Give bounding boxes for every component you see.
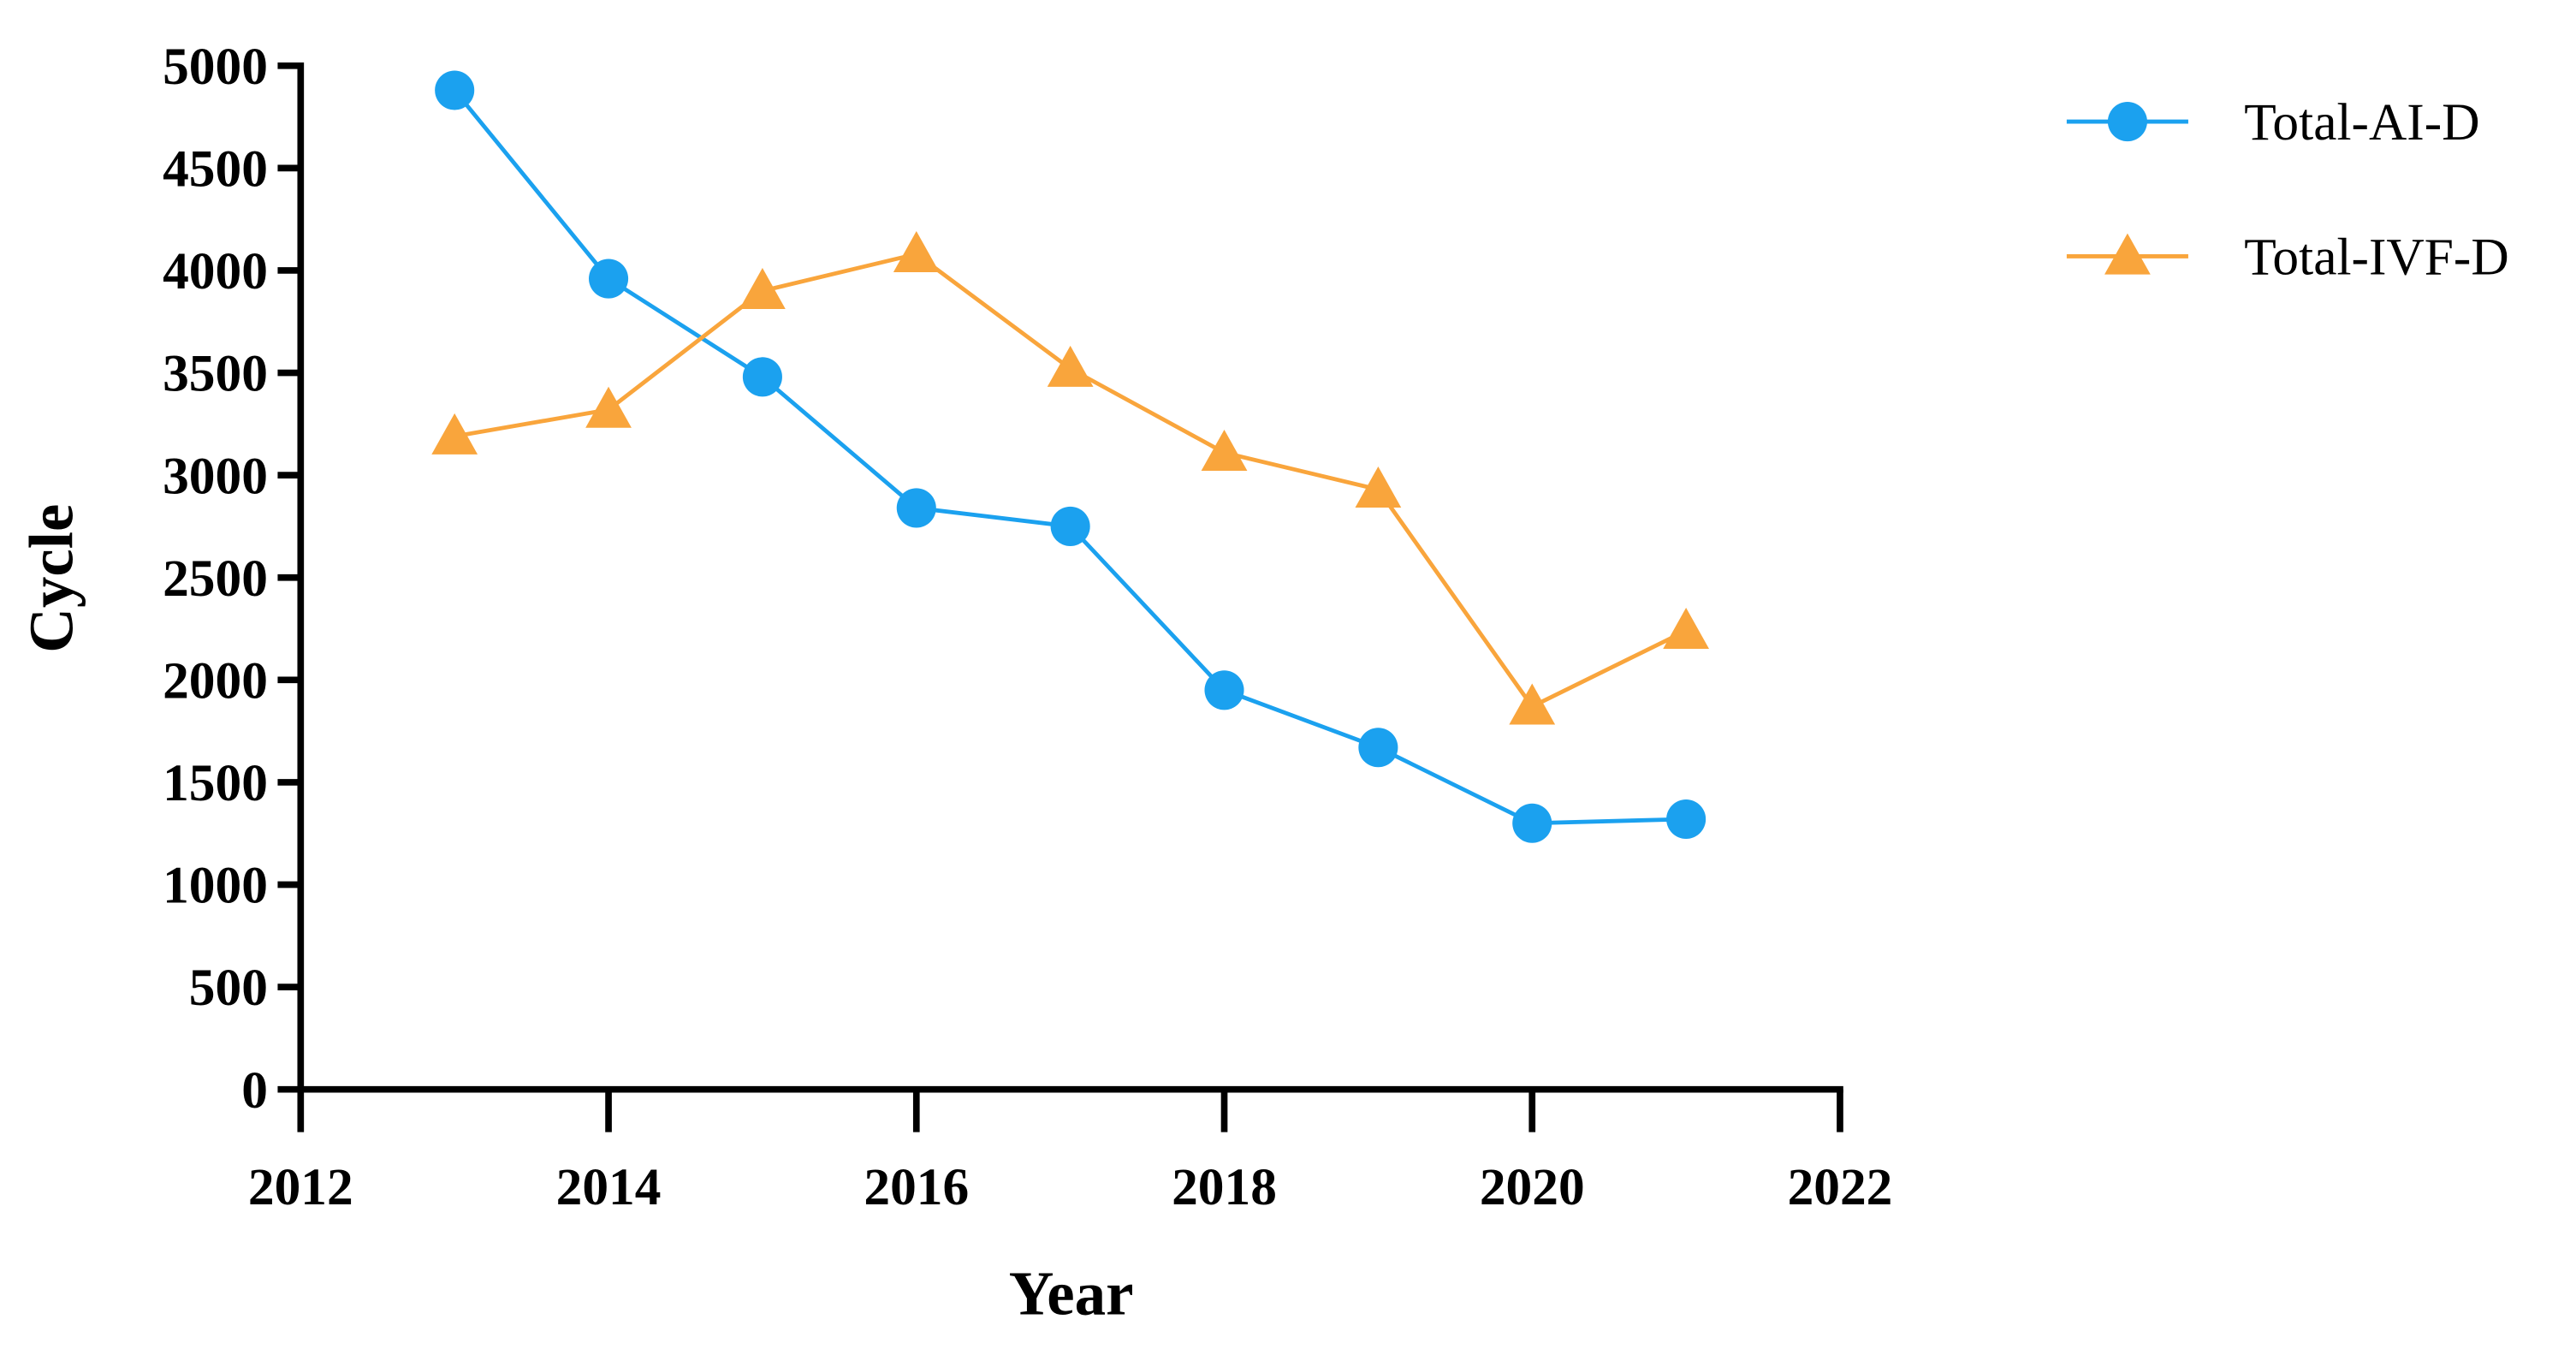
y-axis-title: Cycle <box>16 504 86 653</box>
x-tick-label: 2014 <box>556 1158 662 1216</box>
x-axis-title: Year <box>1009 1259 1134 1328</box>
data-point <box>739 268 786 310</box>
y-tick-label: 500 <box>189 959 268 1017</box>
x-tick-label: 2012 <box>248 1158 353 1216</box>
x-tick-label: 2022 <box>1788 1158 1893 1216</box>
data-point <box>431 413 478 455</box>
data-point <box>435 70 475 110</box>
data-point <box>1663 608 1709 650</box>
data-point <box>742 357 782 397</box>
data-point <box>589 259 629 299</box>
y-tick-label: 3500 <box>163 345 268 403</box>
x-tick-label: 2016 <box>864 1158 969 1216</box>
y-tick-label: 2000 <box>163 651 268 710</box>
legend-label: Total-AI-D <box>2244 93 2479 152</box>
series-line <box>454 252 1688 710</box>
data-point <box>2104 233 2151 275</box>
data-point <box>1047 345 1094 387</box>
legend-label: Total-IVF-D <box>2244 229 2509 287</box>
y-tick-label: 2500 <box>163 550 268 608</box>
data-point <box>1509 683 1556 725</box>
data-point <box>2107 102 2147 142</box>
y-tick-label: 0 <box>241 1061 268 1120</box>
y-tick-label: 1500 <box>163 754 268 812</box>
y-tick-label: 4000 <box>163 242 268 300</box>
y-tick-label: 1000 <box>163 857 268 915</box>
y-tick-label: 3000 <box>163 447 268 505</box>
data-point <box>1201 429 1248 471</box>
data-point <box>1512 803 1552 843</box>
y-tick-label: 5000 <box>163 38 268 96</box>
y-tick-label: 4500 <box>163 140 268 198</box>
x-tick-label: 2018 <box>1172 1158 1277 1216</box>
data-point <box>1355 467 1402 508</box>
data-point <box>1050 506 1090 546</box>
data-point <box>1666 799 1706 840</box>
data-point <box>893 230 940 272</box>
series-line <box>453 88 1687 826</box>
data-point <box>585 386 632 428</box>
data-point <box>1358 728 1398 768</box>
data-point <box>1204 670 1244 710</box>
data-point <box>896 488 936 528</box>
x-tick-label: 2020 <box>1480 1158 1585 1216</box>
